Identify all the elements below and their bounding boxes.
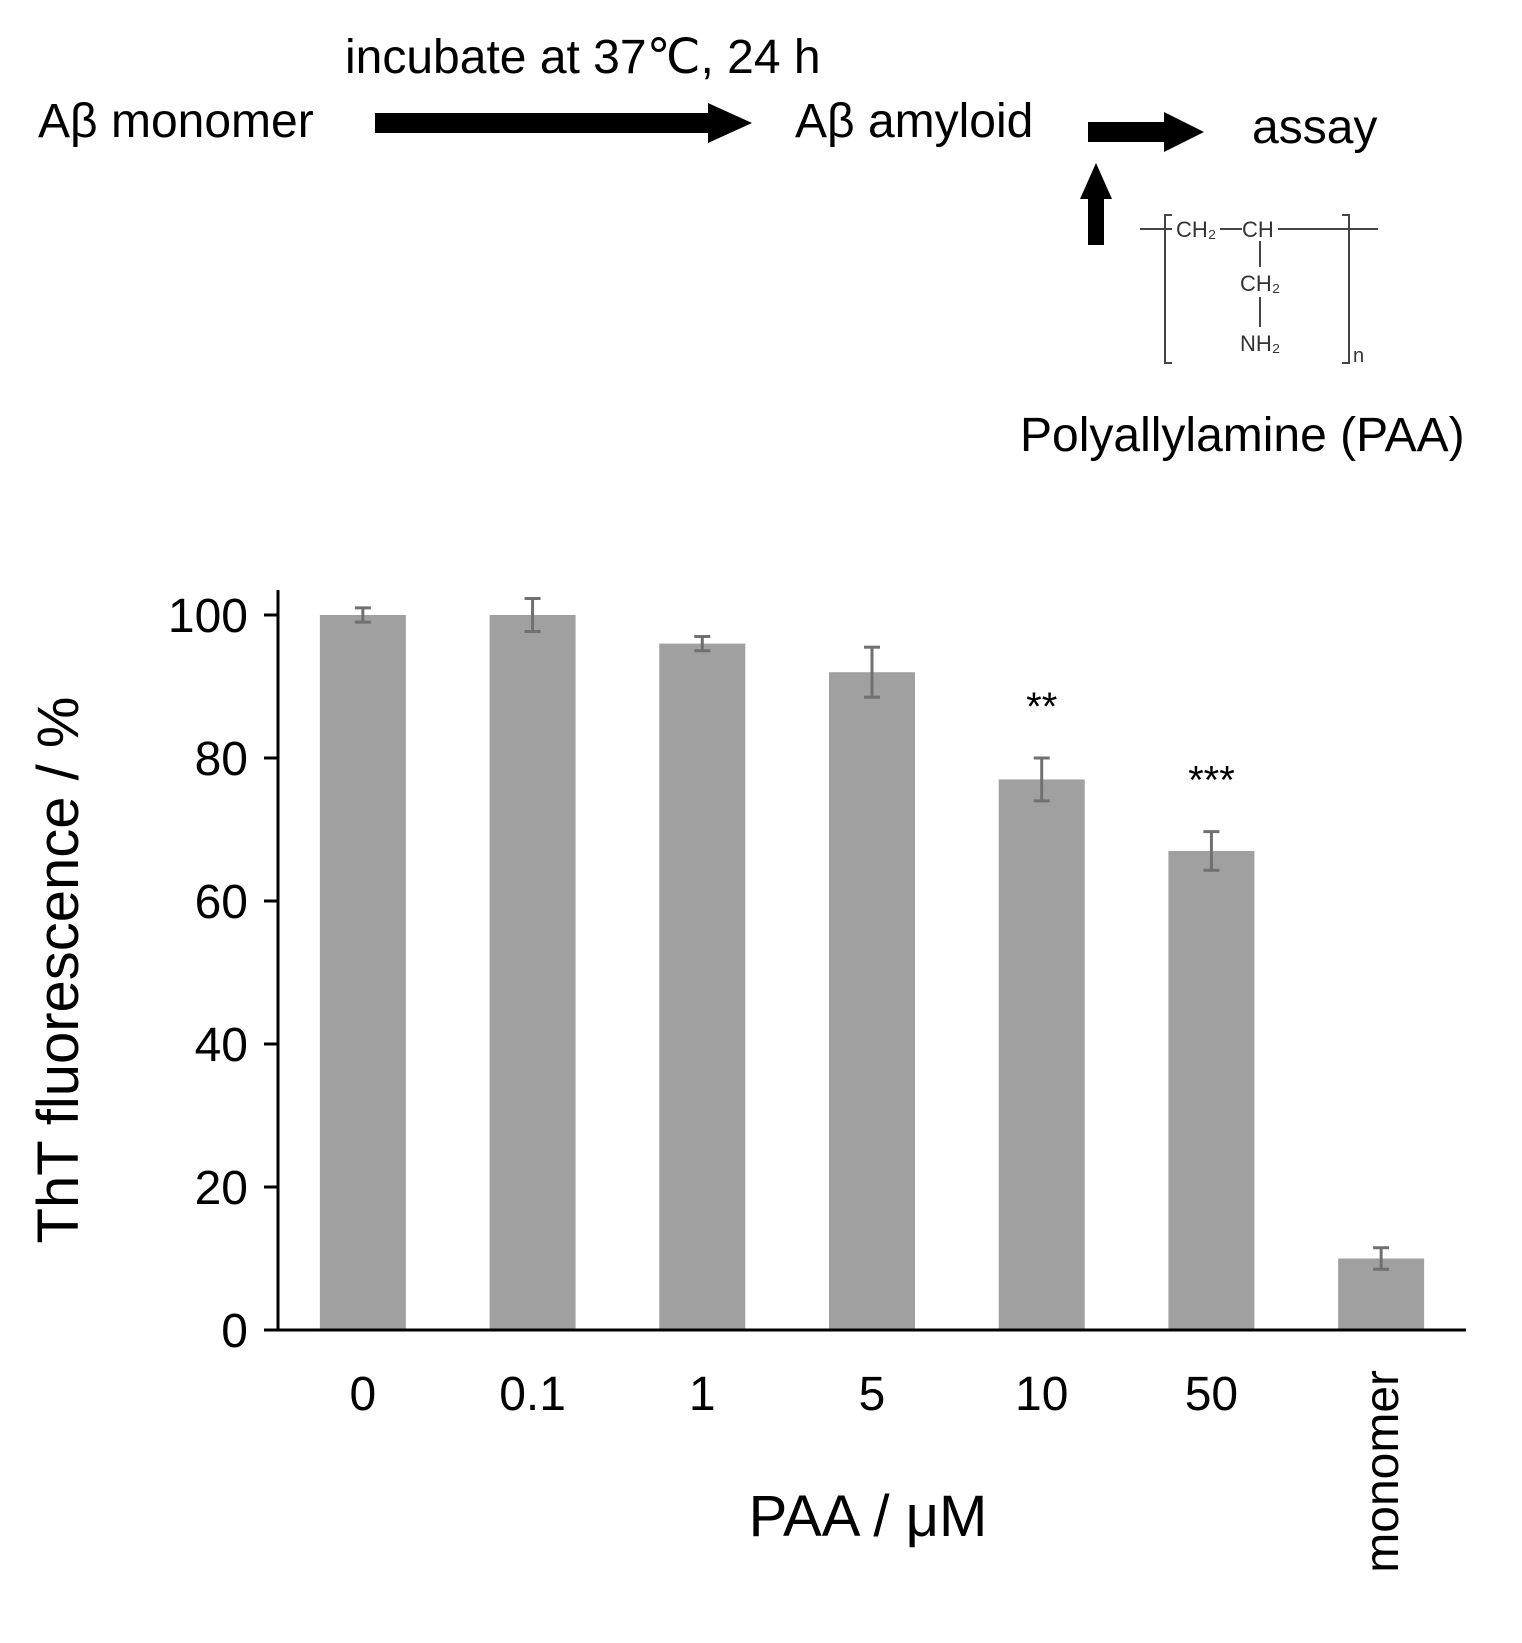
axes	[264, 590, 1466, 1332]
scheme-end-label: assay	[1252, 101, 1378, 154]
error-bar-0	[354, 606, 371, 624]
y-tick-label-20: 20	[195, 1162, 248, 1215]
y-axis-title: ThT fluorescence / %	[26, 697, 91, 1244]
incubation-arrow	[375, 103, 752, 143]
ch2-backbone-label: CH₂	[1176, 217, 1216, 242]
repeat-subscript: n	[1353, 345, 1364, 367]
x-tick-label-0.1: 0.1	[499, 1368, 566, 1421]
scheme-additive-label: Polyallylamine (PAA)	[1020, 409, 1465, 462]
paa-structure: CH₂ CH CH₂ NH₂ n	[1140, 214, 1378, 367]
bar-5	[829, 672, 915, 1330]
error-bar-10	[1033, 756, 1050, 803]
error-bar-50	[1203, 830, 1220, 872]
error-bars	[354, 597, 1390, 1271]
x-tick-label-1: 1	[689, 1368, 716, 1421]
x-tick-label-5: 5	[859, 1368, 886, 1421]
error-bar-monomer	[1373, 1246, 1390, 1271]
significance-10: **	[1026, 685, 1057, 729]
error-bar-5	[864, 645, 880, 699]
ch2-side-label: CH₂	[1240, 271, 1280, 296]
y-tick-label-0: 0	[221, 1305, 248, 1358]
bar-50	[1168, 850, 1255, 1330]
x-tick-label-monomer: monomer	[1356, 1370, 1409, 1573]
significance-50: ***	[1188, 759, 1235, 803]
bar-0	[319, 615, 406, 1330]
scheme-middle-label: Aβ amyloid	[795, 95, 1034, 148]
bar-1	[659, 643, 746, 1330]
y-tick-label-100: 100	[168, 590, 248, 643]
nh2-label: NH₂	[1240, 331, 1280, 356]
ch-label: CH	[1242, 217, 1274, 242]
bar-0.1	[489, 615, 576, 1330]
bars	[319, 615, 1425, 1330]
addition-arrow	[1080, 163, 1112, 245]
scheme-step-label: incubate at 37℃, 24 h	[345, 31, 821, 84]
x-tick-label-50: 50	[1185, 1368, 1238, 1421]
scheme-start-label: Aβ monomer	[38, 95, 314, 148]
tick-labels: 0 0.1 1 5 10 50 monomer 0 20 40 60 80 100	[168, 590, 1409, 1573]
x-tick-label-10: 10	[1015, 1368, 1068, 1421]
error-bar-1	[694, 634, 711, 653]
y-tick-label-60: 60	[195, 876, 248, 929]
y-tick-label-80: 80	[195, 733, 248, 786]
x-axis-title: PAA / μM	[749, 1484, 988, 1549]
significance-markers: *****	[1026, 685, 1235, 803]
y-tick-label-40: 40	[195, 1019, 248, 1072]
assay-arrow	[1088, 112, 1204, 152]
x-tick-label-0: 0	[350, 1368, 377, 1421]
bar-10	[998, 779, 1085, 1330]
scheme-arrows	[375, 103, 1204, 245]
error-bar-0.1	[524, 597, 541, 633]
